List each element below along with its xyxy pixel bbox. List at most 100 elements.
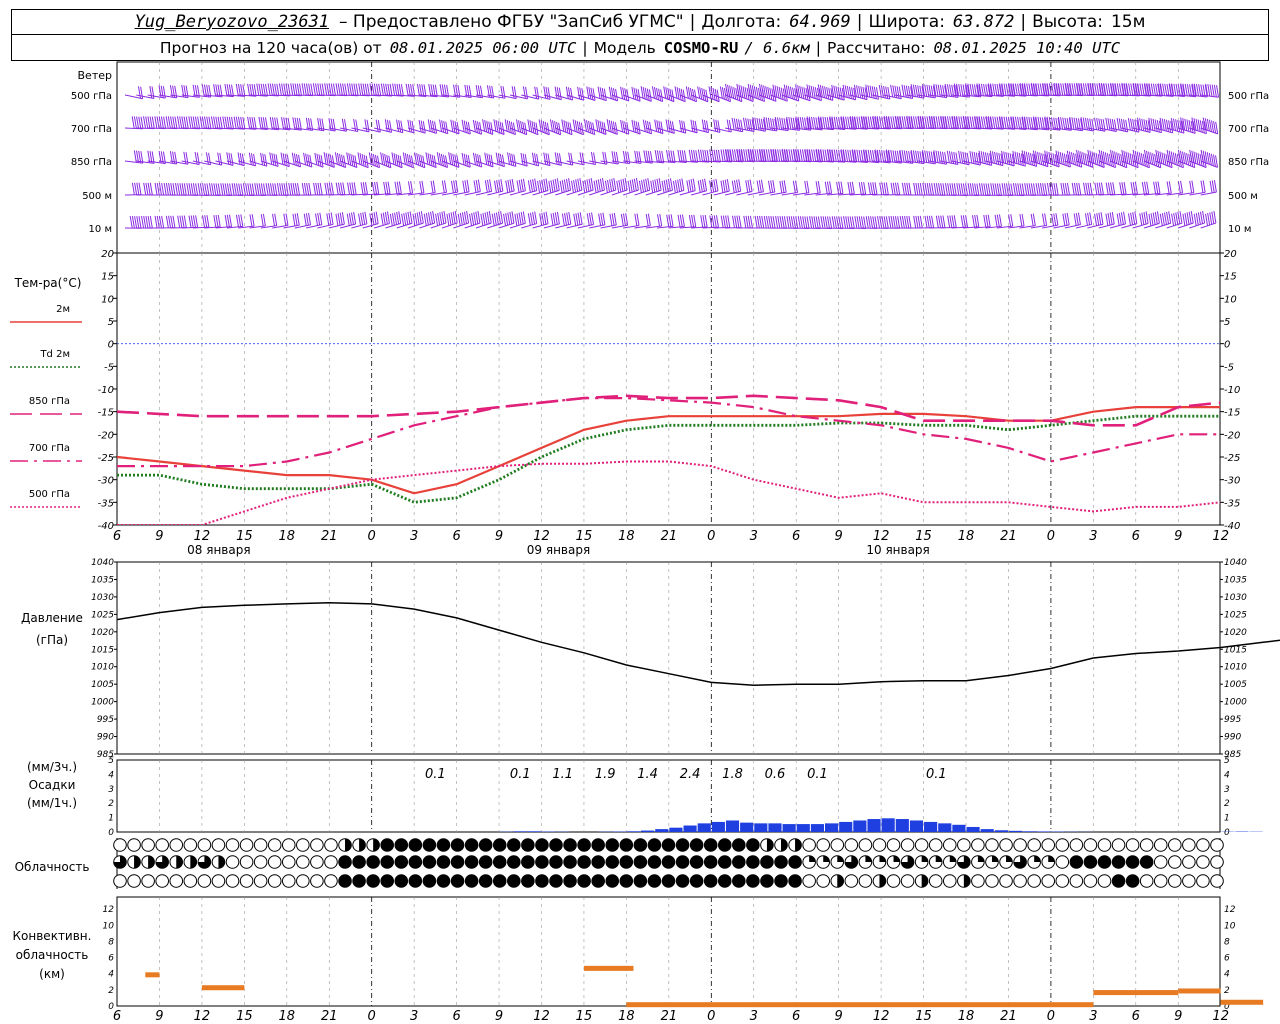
wind-barb-feather xyxy=(482,213,486,226)
wind-barb-feather xyxy=(609,213,613,226)
cloud-cover-fill xyxy=(1140,855,1153,869)
wind-barb-feather xyxy=(317,83,321,96)
wind-barb-feather xyxy=(1019,83,1023,96)
wind-barb-feather xyxy=(851,216,855,229)
cloud-cover-fill xyxy=(366,874,380,888)
wind-barb-feather xyxy=(846,85,850,99)
wind-barb-feather xyxy=(206,84,210,97)
wind-barb-feather xyxy=(493,213,497,226)
wind-barb-feather xyxy=(700,215,704,228)
wind-barb-feather xyxy=(1037,183,1041,196)
wind-barb-feather xyxy=(292,117,296,130)
wind-barb-shaft xyxy=(498,190,515,196)
wind-barb-feather xyxy=(1046,151,1050,164)
temp-tick-right: -5 xyxy=(1224,362,1234,373)
wind-barb-feather xyxy=(752,117,756,130)
wind-barb-feather xyxy=(731,149,735,162)
wind-barb-feather xyxy=(1107,83,1111,96)
wind-barb-feather xyxy=(271,153,275,166)
wind-barb-feather xyxy=(799,149,803,162)
conv-tick-left: 6 xyxy=(108,954,114,964)
wind-barb-feather xyxy=(1156,120,1160,133)
wind-barb-feather xyxy=(1073,152,1076,166)
wind-barb-feather xyxy=(677,149,681,163)
wind-barb-feather xyxy=(974,214,978,228)
wind-barb-feather xyxy=(742,86,746,99)
conv-tick-right: 12 xyxy=(1224,905,1236,915)
wind-barb-feather xyxy=(942,183,946,196)
wind-barb-feather xyxy=(352,154,356,167)
wind-barb-feather xyxy=(334,152,338,165)
wind-barb-feather xyxy=(297,183,301,196)
wind-barb-feather xyxy=(1123,150,1127,163)
wind-barb-feather xyxy=(570,87,574,101)
wind-barb-feather xyxy=(1166,83,1170,97)
wind-barb-feather xyxy=(293,153,297,166)
wind-barb-feather xyxy=(702,215,706,228)
cloud-cover-circle xyxy=(155,874,169,888)
wind-barb-feather xyxy=(351,83,355,96)
wind-barb-feather xyxy=(305,153,309,166)
wind-barb-feather xyxy=(335,182,339,195)
wind-barb-feather xyxy=(1180,150,1183,163)
wind-barb-feather xyxy=(672,180,676,194)
wind-barb-feather xyxy=(253,117,257,130)
wind-barb-feather xyxy=(500,179,504,192)
conv-tick-right: 2 xyxy=(1224,986,1230,996)
wind-barb-feather xyxy=(960,151,964,164)
hour-tick-label: 3 xyxy=(410,1009,418,1024)
cloud-cover-fill xyxy=(648,855,661,869)
precip-tick-right: 0 xyxy=(1224,828,1230,838)
wind-barb-feather xyxy=(633,178,637,191)
precip-tick-left: 5 xyxy=(108,756,114,766)
wind-barb-feather xyxy=(1141,181,1145,195)
wind-barb-feather xyxy=(1196,83,1199,97)
wind-barb-feather xyxy=(1125,83,1129,96)
cloud-cover-fill xyxy=(620,874,633,888)
cloud-cover-fill xyxy=(394,874,408,888)
wind-barb-feather xyxy=(1202,210,1206,224)
wind-barb-feather xyxy=(535,122,539,135)
wind-barb-feather xyxy=(1132,119,1136,132)
wind-barb-feather xyxy=(875,87,879,100)
wind-barb-feather xyxy=(595,180,599,193)
wind-barb-feather xyxy=(960,183,964,196)
wind-barb-feather xyxy=(281,183,285,196)
wind-barb-feather xyxy=(758,180,762,193)
wind-barb-feather xyxy=(992,183,996,196)
wind-barb-feather xyxy=(1186,84,1190,97)
wind-barb-feather xyxy=(1010,83,1014,96)
wind-barb-feather xyxy=(659,150,663,163)
wind-barb-feather xyxy=(1192,121,1196,134)
wind-barb-feather xyxy=(267,183,271,196)
wind-barb-feather xyxy=(658,88,662,101)
wind-barb-feather xyxy=(613,212,617,226)
wind-barb-feather xyxy=(864,87,868,100)
wind-barb-feather xyxy=(709,149,713,162)
wind-barb-feather xyxy=(409,211,413,224)
wind-barb-feather xyxy=(671,121,675,134)
wind-barb-feather xyxy=(376,83,380,96)
cloud-cover-circle xyxy=(802,838,816,852)
wind-barb-feather xyxy=(213,183,217,196)
wind-barb-feather xyxy=(1039,183,1043,196)
wind-barb-feather xyxy=(1116,83,1120,96)
wind-barb-feather xyxy=(732,215,736,228)
wind-barb-feather xyxy=(493,119,497,132)
wind-barb-feather xyxy=(933,83,937,97)
wind-barb-feather xyxy=(865,116,869,129)
wind-barb-feather xyxy=(806,117,810,130)
wind-barb-feather xyxy=(885,86,889,99)
wind-barb-feather xyxy=(743,149,747,162)
hour-tick-label: 3 xyxy=(1089,1009,1097,1024)
wind-barb-feather xyxy=(568,178,572,191)
precip-tick-right: 1 xyxy=(1224,814,1230,824)
wind-barb-feather xyxy=(398,181,402,194)
wind-barb-feather xyxy=(217,183,221,196)
wind-barb-feather xyxy=(999,183,1003,196)
pressure-tick-right: 1005 xyxy=(1224,680,1247,690)
wind-barb-feather xyxy=(661,180,665,193)
wind-barb-feather xyxy=(804,117,808,130)
wind-barb-feather xyxy=(256,83,260,96)
cloud-cover-fill xyxy=(479,838,492,852)
